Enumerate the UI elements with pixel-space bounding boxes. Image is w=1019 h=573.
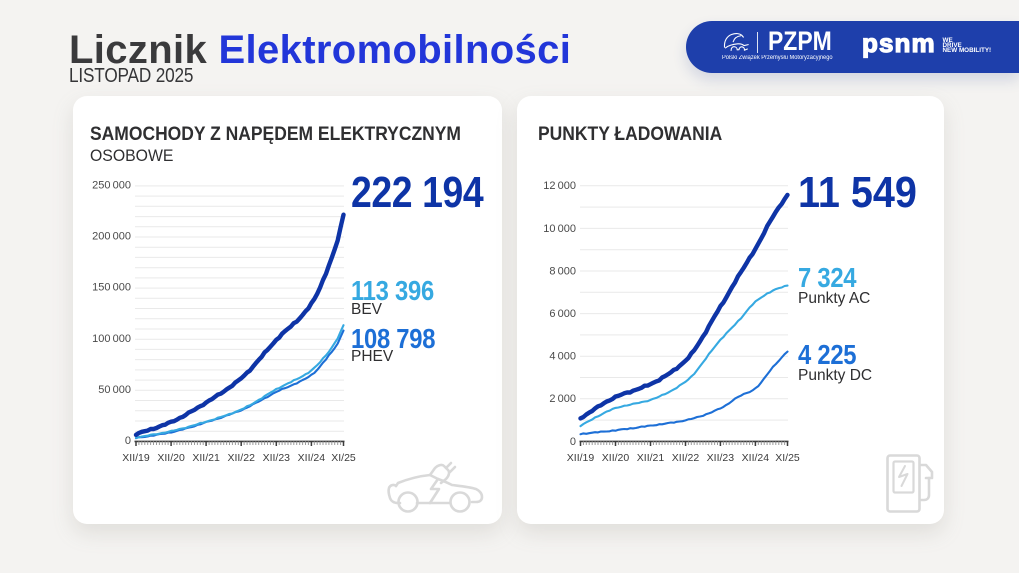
svg-text:XI/25: XI/25 <box>775 452 800 464</box>
svg-text:XII/22: XII/22 <box>227 452 255 464</box>
svg-text:4 000: 4 000 <box>549 351 576 363</box>
svg-text:XII/21: XII/21 <box>637 452 665 464</box>
svg-text:100 000: 100 000 <box>92 333 131 345</box>
svg-text:250 000: 250 000 <box>92 180 131 192</box>
svg-text:XII/23: XII/23 <box>707 452 735 464</box>
svg-text:XII/21: XII/21 <box>192 452 220 464</box>
svg-text:XII/22: XII/22 <box>672 452 700 464</box>
svg-text:50 000: 50 000 <box>98 384 131 396</box>
svg-text:10 000: 10 000 <box>543 223 576 235</box>
svg-text:12 000: 12 000 <box>543 180 576 192</box>
svg-text:150 000: 150 000 <box>92 282 131 294</box>
svg-text:8 000: 8 000 <box>549 265 576 277</box>
svg-text:XII/24: XII/24 <box>298 452 326 464</box>
svg-text:XII/19: XII/19 <box>567 452 595 464</box>
svg-text:XII/20: XII/20 <box>602 452 630 464</box>
svg-text:XII/20: XII/20 <box>157 452 185 464</box>
svg-text:2 000: 2 000 <box>549 393 576 405</box>
svg-text:XII/24: XII/24 <box>742 452 770 464</box>
svg-text:0: 0 <box>570 436 576 448</box>
svg-text:6 000: 6 000 <box>549 308 576 320</box>
svg-text:XII/23: XII/23 <box>263 452 291 464</box>
svg-text:XII/19: XII/19 <box>122 452 150 464</box>
svg-text:XI/25: XI/25 <box>331 452 356 464</box>
svg-text:200 000: 200 000 <box>92 231 131 243</box>
svg-text:0: 0 <box>125 435 131 447</box>
